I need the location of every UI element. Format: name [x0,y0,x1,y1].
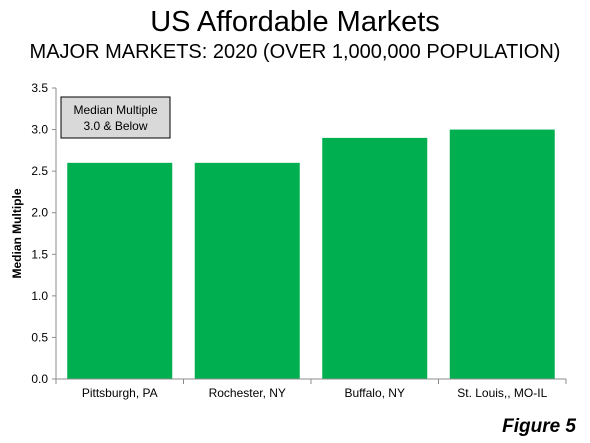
x-tick-label-0: Pittsburgh, PA [82,386,158,400]
annotation-line-2: 3.0 & Below [83,119,147,133]
y-tick-label-5: 2.5 [31,164,48,178]
x-tick-label-1: Rochester, NY [209,386,286,400]
figure-label: Figure 5 [502,416,576,437]
y-tick-label-2: 1.0 [31,289,48,303]
y-axis-title: Median Multiple [10,188,24,278]
y-tick-label-7: 3.5 [31,81,48,95]
annotation-box [60,96,171,139]
bar-3 [449,129,555,379]
chart-title: US Affordable Markets [150,6,440,38]
bar-1 [194,162,300,379]
annotation-line-1: Median Multiple [73,103,157,117]
x-tick-label-2: Buffalo, NY [345,386,405,400]
x-tick-label-3: St. Louis,, MO-IL [457,386,547,400]
y-tick-label-1: 0.5 [31,330,48,344]
y-tick-label-4: 2.0 [31,206,48,220]
bar-2 [322,137,428,379]
chart-subtitle: MAJOR MARKETS: 2020 (OVER 1,000,000 POPU… [29,41,561,63]
y-tick-label-0: 0.0 [31,372,48,386]
y-tick-label-6: 3.0 [31,123,48,137]
y-tick-label-3: 1.5 [31,247,48,261]
bar-0 [67,162,173,379]
